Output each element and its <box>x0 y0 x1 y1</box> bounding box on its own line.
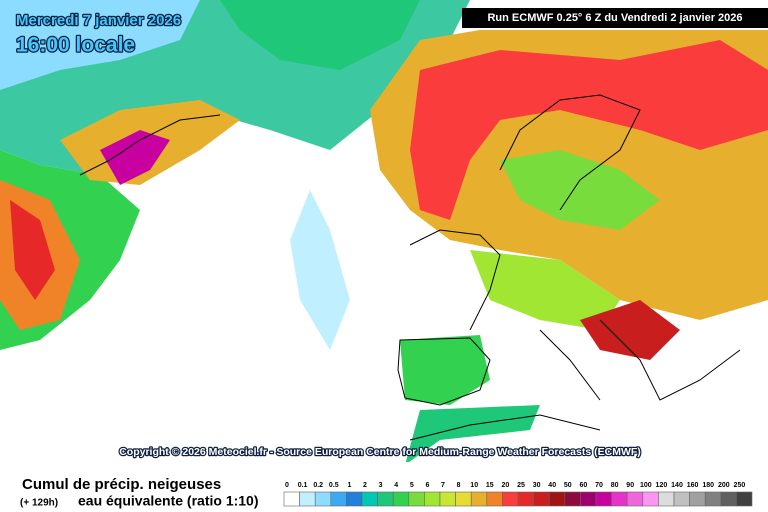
field-scandinavia <box>410 40 768 220</box>
field-iberia <box>400 335 490 405</box>
legend-label: 0.2 <box>313 482 323 489</box>
run-box <box>462 8 768 28</box>
legend-swatch <box>330 491 347 507</box>
legend-swatch <box>704 491 722 507</box>
legend-label: 140 <box>671 482 683 489</box>
legend-swatch <box>736 491 753 507</box>
legend-label: 70 <box>595 482 603 489</box>
legend-swatch <box>455 491 472 507</box>
legend-swatch <box>299 491 316 507</box>
legend-label: 60 <box>580 482 588 489</box>
coast-balkans <box>599 319 741 401</box>
legend-label: 160 <box>687 482 699 489</box>
legend-swatch <box>689 491 706 507</box>
field-baltic <box>500 150 660 230</box>
legend-label: 0.1 <box>298 482 308 489</box>
copyright: Copyright © 2026 Meteociel.fr - Source E… <box>119 446 641 458</box>
coast-greenland <box>79 114 221 176</box>
coast-france <box>409 229 501 331</box>
field-arctic <box>220 0 420 70</box>
legend-label: 4 <box>394 482 398 489</box>
field-balkans <box>580 300 680 360</box>
legend-label: 90 <box>626 482 634 489</box>
legend-label: 200 <box>718 482 730 489</box>
legend-label: 80 <box>611 482 619 489</box>
legend-label: 6 <box>425 482 429 489</box>
field-newfoundland-core <box>10 200 55 300</box>
legend-label: 1 <box>347 482 351 489</box>
legend-label: 7 <box>441 482 445 489</box>
legend-swatch <box>658 491 675 507</box>
legend-swatch <box>626 491 644 507</box>
coast-iberia <box>397 337 491 406</box>
legend-swatch <box>517 491 534 507</box>
legend-label: 2 <box>363 482 367 489</box>
legend-label: 0.5 <box>329 482 339 489</box>
legend-label: 40 <box>548 482 556 489</box>
legend-label: 5 <box>410 482 414 489</box>
legend-swatch <box>314 491 332 507</box>
legend-swatch <box>424 491 441 507</box>
legend-label: 180 <box>702 482 714 489</box>
legend-swatch <box>595 491 612 507</box>
legend-lead: (+ 129h) <box>20 498 58 509</box>
legend-swatch <box>642 491 659 507</box>
legend-label: 120 <box>656 482 668 489</box>
legend-label: 15 <box>486 482 494 489</box>
legend-swatch <box>470 491 488 507</box>
legend-label: 3 <box>379 482 383 489</box>
coast-scandinavia <box>499 94 641 211</box>
legend-label: 0 <box>285 482 289 489</box>
legend-label: 20 <box>502 482 510 489</box>
legend-swatch <box>548 491 566 507</box>
legend-swatch <box>361 491 378 507</box>
legend-label: 10 <box>470 482 478 489</box>
field-central <box>470 250 620 330</box>
map-date: Mercredi 7 janvier 2026 <box>16 12 181 29</box>
coast-africa <box>409 414 601 441</box>
legend-swatch <box>486 491 503 507</box>
legend-swatch <box>283 491 300 507</box>
map: Mercredi 7 janvier 2026 16:00 locale Run… <box>0 0 768 465</box>
legend-swatch <box>377 491 394 507</box>
run-info: Run ECMWF 0.25° 6 Z du Vendredi 2 janvie… <box>487 12 742 24</box>
legend-swatch <box>720 491 737 507</box>
legend-label: 8 <box>457 482 461 489</box>
legend-label: 25 <box>517 482 525 489</box>
field-northwest <box>0 0 200 90</box>
legend-swatch <box>346 491 363 507</box>
field-showers <box>290 190 350 350</box>
legend-label: 30 <box>533 482 541 489</box>
legend: Cumul de précip. neigeuses (+ 129h) eau … <box>0 462 768 512</box>
coastlines <box>79 94 741 441</box>
legend-label: 250 <box>734 482 746 489</box>
legend-title: Cumul de précip. neigeuses <box>22 476 221 493</box>
legend-swatch <box>611 491 628 507</box>
legend-swatch <box>533 491 550 507</box>
legend-swatch <box>392 491 410 507</box>
legend-swatch <box>580 491 597 507</box>
legend-swatch <box>408 491 425 507</box>
legend-swatch <box>673 491 690 507</box>
map-time: 16:00 locale <box>16 34 135 57</box>
legend-label: 50 <box>564 482 572 489</box>
legend-label: 100 <box>640 482 652 489</box>
coast-italy <box>539 329 601 401</box>
legend-subtitle: eau équivalente (ratio 1:10) <box>78 493 259 509</box>
legend-swatch <box>439 491 456 507</box>
field-greenland-core <box>100 130 170 185</box>
legend-swatch <box>564 491 581 507</box>
legend-swatch <box>502 491 519 507</box>
